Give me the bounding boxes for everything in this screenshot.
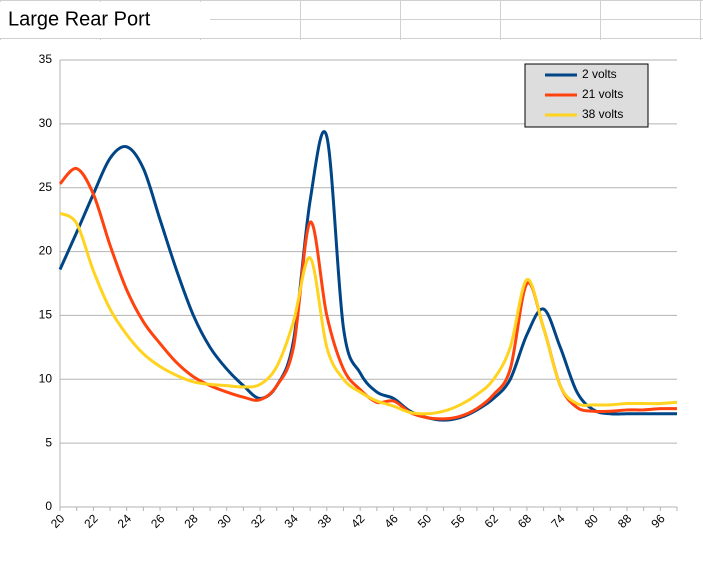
y-tick-label: 15 — [39, 308, 53, 322]
y-tick-label: 25 — [39, 180, 53, 194]
title-cell — [0, 2, 210, 38]
y-tick-label: 5 — [45, 435, 52, 449]
legend-label: 38 volts — [582, 107, 623, 121]
y-tick-label: 10 — [39, 371, 53, 385]
series-line — [59, 211, 678, 416]
legend-label: 2 volts — [582, 67, 617, 81]
y-tick-label: 35 — [39, 52, 53, 66]
y-tick-label: 30 — [39, 116, 53, 130]
legend-label: 21 volts — [582, 87, 623, 101]
y-tick-label: 0 — [45, 499, 52, 513]
y-tick-label: 20 — [39, 244, 53, 258]
series-line — [58, 130, 677, 422]
chart-area — [0, 40, 703, 567]
chart-title: Large Rear Port — [8, 8, 151, 30]
